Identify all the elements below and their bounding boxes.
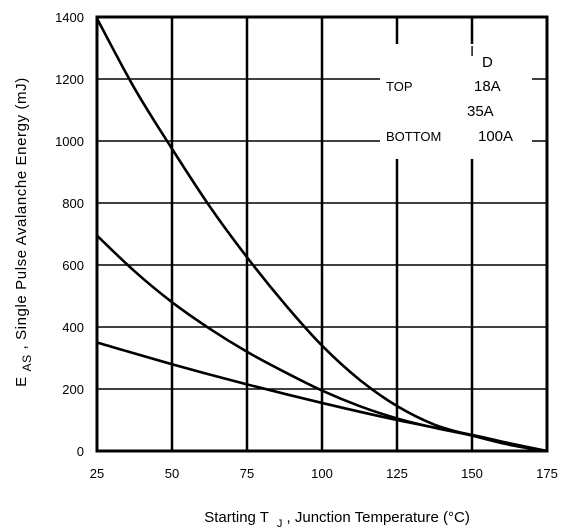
x-axis-label-sub: J — [277, 518, 283, 529]
legend-top-label: TOP — [386, 79, 413, 94]
legend-background — [380, 44, 532, 159]
x-tick-25: 25 — [90, 466, 104, 481]
legend-bottom-label: BOTTOM — [386, 129, 441, 144]
x-tick-50: 50 — [165, 466, 179, 481]
legend-header-sub: D — [482, 54, 493, 71]
series-line-100a — [96, 341, 548, 453]
x-tick-175: 175 — [536, 466, 558, 481]
y-tick-1000: 1000 — [55, 134, 84, 149]
y-axis-label-suffix: , Single Pulse Avalanche Energy (mJ) — [13, 77, 30, 349]
y-axis-label: E AS , Single Pulse Avalanche Energy (mJ… — [13, 77, 35, 387]
legend-header-main: I — [470, 43, 474, 60]
x-axis-label: Starting T J , Junction Temperature (°C) — [204, 509, 470, 529]
plot-frame — [95, 15, 549, 453]
y-axis-label-sub: AS — [20, 354, 34, 371]
y-axis-label-prefix: E — [13, 376, 30, 387]
x-tick-125: 125 — [386, 466, 408, 481]
x-tick-75: 75 — [240, 466, 254, 481]
y-tick-1400: 1400 — [55, 10, 84, 25]
x-axis-label-prefix: Starting T — [204, 509, 269, 526]
x-axis-label-suffix: , Junction Temperature (°C) — [287, 509, 470, 526]
y-tick-1200: 1200 — [55, 72, 84, 87]
x-tick-150: 150 — [461, 466, 483, 481]
y-tick-600: 600 — [62, 258, 84, 273]
y-tick-800: 800 — [62, 196, 84, 211]
x-tick-100: 100 — [311, 466, 333, 481]
legend-entry-100a: 100A — [478, 128, 513, 145]
legend: I D TOP BOTTOM 18A 35A 100A — [380, 43, 532, 159]
x-tick-labels: 25 50 75 100 125 150 175 — [90, 466, 558, 481]
legend-entry-18a: 18A — [474, 78, 501, 95]
legend-entry-35a: 35A — [467, 103, 494, 120]
y-tick-200: 200 — [62, 382, 84, 397]
series-lines — [95, 17, 548, 453]
y-tick-labels: 0 200 400 600 800 1000 1200 1400 — [55, 10, 84, 459]
y-tick-400: 400 — [62, 320, 84, 335]
y-tick-0: 0 — [77, 444, 84, 459]
